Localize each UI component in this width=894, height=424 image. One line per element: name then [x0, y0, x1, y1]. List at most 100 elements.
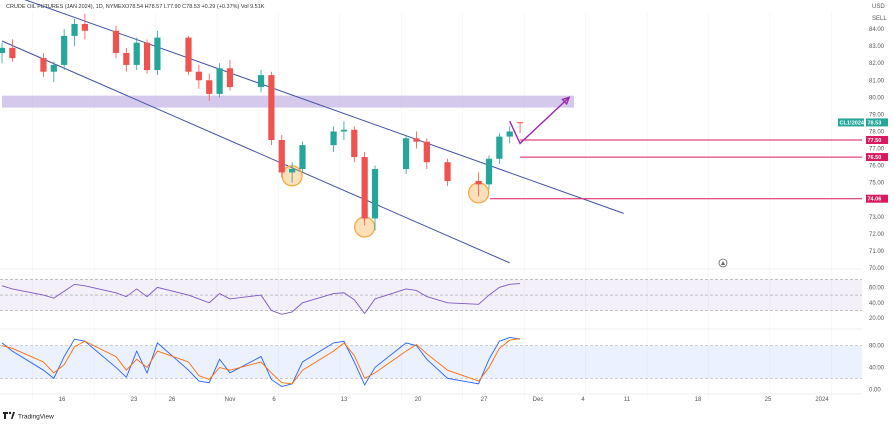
- channel-lower-line[interactable]: [1, 40, 510, 264]
- candle-body[interactable]: [361, 157, 368, 219]
- ohlc-readout: O78.54 H78.57 L77.90 C78.53 +0.29 (+0.37…: [125, 4, 265, 10]
- price-tags: CL1!2024 78.53 77.50 76.50 74.06: [838, 118, 888, 203]
- candle-body[interactable]: [61, 35, 68, 65]
- candle-body[interactable]: [351, 129, 358, 158]
- price-tag: [838, 118, 864, 127]
- price-tick-label: 84.00: [869, 27, 885, 33]
- time-tick-label: 27: [481, 397, 488, 403]
- price-tick-label: 70.00: [869, 266, 885, 272]
- candle-body[interactable]: [50, 64, 57, 72]
- candle-body[interactable]: [81, 23, 88, 31]
- time-tick-label: 6: [272, 397, 276, 403]
- tradingview-logo[interactable]: TradingView: [3, 411, 54, 421]
- candle-body[interactable]: [475, 180, 482, 185]
- candle-body[interactable]: [413, 138, 420, 142]
- price-tag-label: 74.06: [868, 197, 882, 203]
- candle-body[interactable]: [423, 141, 430, 163]
- projection-arrow[interactable]: [509, 96, 570, 145]
- candle-body[interactable]: [226, 68, 234, 88]
- price-axis[interactable]: 84.00 83.00 82.00 81.00 80.00 79.00 78.00 77.00…: [869, 27, 885, 272]
- candle-body[interactable]: [143, 42, 151, 71]
- candle-body[interactable]: [496, 136, 503, 159]
- time-tick-label: 11: [624, 397, 631, 403]
- candle-body[interactable]: [206, 80, 213, 94]
- currency-label: USD: [872, 4, 885, 10]
- price-tag: [866, 153, 888, 162]
- candle-body[interactable]: [112, 30, 120, 53]
- osc-tick-label: 20.00: [869, 316, 885, 322]
- candle-body[interactable]: [9, 47, 16, 59]
- candle-body[interactable]: [516, 122, 524, 124]
- price-tick-label: 78.00: [869, 129, 885, 135]
- candle-body[interactable]: [0, 47, 6, 53]
- candle-body[interactable]: [402, 138, 410, 170]
- candle-body[interactable]: [185, 37, 192, 72]
- candle-body[interactable]: [485, 158, 493, 185]
- time-tick-label: 25: [765, 397, 772, 403]
- chart-grid: [32, 12, 832, 400]
- osc-tick-label: 60.00: [869, 285, 885, 291]
- price-tick-label: 81.00: [869, 78, 885, 84]
- logo-text: TradingView: [18, 414, 54, 421]
- time-tick-label: 13: [341, 397, 348, 403]
- candle-body[interactable]: [154, 37, 161, 71]
- candle-body[interactable]: [289, 169, 296, 173]
- candle-body[interactable]: [506, 131, 513, 137]
- candle-body[interactable]: [123, 52, 130, 65]
- candle-body[interactable]: [371, 169, 379, 219]
- price-tick-label: 72.00: [869, 232, 885, 238]
- rsi-pane: 60.00 40.00 20.00: [0, 268, 885, 322]
- candle-body[interactable]: [299, 145, 306, 170]
- price-tag: [866, 136, 888, 144]
- candle-body[interactable]: [40, 58, 47, 72]
- osc-tick-label: 40.00: [869, 301, 885, 307]
- time-tick-label: 2024: [815, 397, 829, 403]
- time-tick-label: 20: [415, 397, 422, 403]
- candle-body[interactable]: [257, 75, 265, 88]
- candle-body[interactable]: [216, 68, 223, 94]
- price-tag: [866, 118, 888, 127]
- time-tick-label: 26: [169, 397, 176, 403]
- candlestick-series: [0, 13, 524, 231]
- time-tick-label: 18: [695, 397, 702, 403]
- time-tick-label: 16: [59, 397, 66, 403]
- candle-body[interactable]: [195, 71, 202, 81]
- time-tick-label: Nov: [225, 397, 236, 403]
- time-axis[interactable]: 16 23 26 Nov 6 13 20 27 Dec 4 11 18 25 2024: [0, 393, 862, 403]
- price-tick-label: 71.00: [869, 249, 885, 255]
- candle-body[interactable]: [268, 75, 275, 140]
- price-tick-label: 83.00: [869, 44, 885, 50]
- pane-band: [0, 345, 862, 379]
- stochastic-pane: 80.00 40.00 0.00: [0, 328, 885, 393]
- price-tag-label: CL1!2024: [840, 120, 865, 126]
- price-tick-label: 80.00: [869, 95, 885, 101]
- price-tick-label: 79.00: [869, 112, 885, 118]
- candle-body[interactable]: [330, 131, 337, 146]
- price-tick-label: 76.00: [869, 164, 885, 170]
- price-tick-label: 82.00: [869, 61, 885, 67]
- price-tick-label: 73.00: [869, 215, 885, 221]
- time-tick-label: Dec: [533, 397, 544, 403]
- oscillator-line[interactable]: [1, 283, 521, 315]
- price-tag: [866, 194, 888, 203]
- osc-tick-label: 40.00: [869, 365, 885, 371]
- candle-body[interactable]: [444, 162, 451, 181]
- candle-body[interactable]: [278, 140, 285, 173]
- candle-body[interactable]: [340, 129, 348, 132]
- horizontal-levels: [490, 139, 862, 200]
- candle-body[interactable]: [133, 42, 140, 65]
- price-tag-value: 78.53: [868, 120, 882, 126]
- osc-tick-label: 80.00: [869, 344, 885, 350]
- candle-body[interactable]: [71, 23, 78, 36]
- price-tick-label: 75.00: [869, 181, 885, 187]
- osc-tick-label: 0.00: [869, 387, 881, 393]
- price-tag-label: 76.50: [868, 155, 882, 161]
- channel-upper-line[interactable]: [2, 0, 624, 214]
- projection-arrowhead: [561, 96, 571, 106]
- symbol-title: CRUDE OIL FUTURES (JAN 2024), 1D, NYMEX: [6, 4, 126, 10]
- alert-icon[interactable]: [718, 258, 728, 268]
- resistance-zone[interactable]: [2, 95, 574, 108]
- oscillator-line[interactable]: [1, 338, 521, 385]
- sell-label: SELL: [872, 16, 887, 22]
